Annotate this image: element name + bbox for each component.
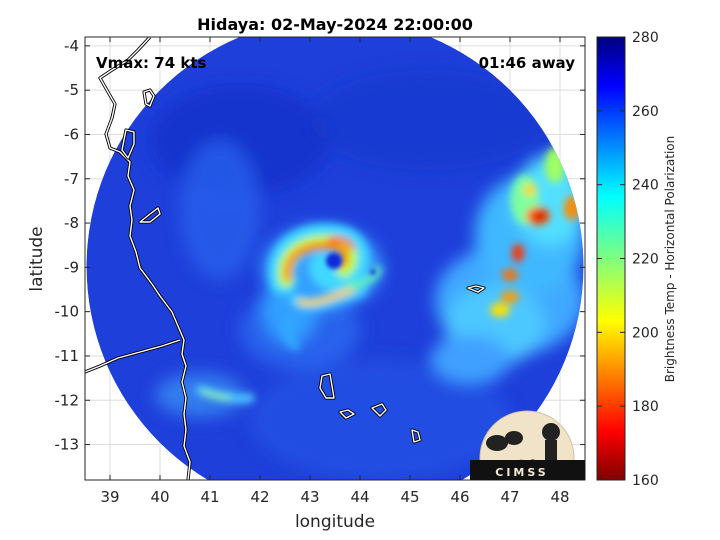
x-tick-label: 47 — [500, 488, 519, 506]
mainland-coast — [99, 37, 191, 480]
x-tick-label: 46 — [450, 488, 469, 506]
x-tick-label: 40 — [150, 488, 169, 506]
x-tick-label: 43 — [300, 488, 319, 506]
y-tick-label: -13 — [55, 436, 80, 454]
y-tick-label: -12 — [55, 391, 80, 409]
y-tick-label: -8 — [64, 214, 79, 232]
y-tick-label: -4 — [64, 37, 79, 55]
colorbar-tick-label: 280 — [632, 30, 659, 46]
colorbar-tick-label: 260 — [632, 104, 659, 120]
microwave-swath — [86, 37, 584, 480]
y-axis-ticks: -4 -5 -6 -7 -8 -9 -10 -11 -12 -13 — [55, 37, 585, 454]
colorbar-tick-label: 240 — [632, 178, 659, 194]
island-mafia — [139, 207, 161, 223]
colorbar-tick-label: 180 — [632, 399, 659, 415]
x-tick-label: 42 — [250, 488, 269, 506]
colorbar-tick-label: 220 — [632, 252, 659, 268]
colorbar-tick-label: 160 — [632, 473, 659, 489]
island-moheli — [339, 409, 355, 419]
island-grande-comore — [319, 373, 335, 399]
island-aldabra — [467, 285, 485, 293]
x-axis-ticks: 39 40 41 42 43 44 45 46 47 48 — [100, 37, 570, 506]
x-tick-label: 48 — [550, 488, 569, 506]
colorbar-tick-label: 200 — [632, 325, 659, 341]
x-tick-label: 44 — [350, 488, 369, 506]
island-pemba — [143, 89, 155, 107]
chart-title: Hidaya: 02-May-2024 22:00:00 — [197, 15, 473, 34]
island-zanzibar — [121, 129, 135, 159]
border-line — [85, 339, 181, 373]
island-mayotte — [411, 429, 421, 443]
colorbar-ticks: 160 180 200 220 240 260 280 — [597, 30, 659, 489]
cimss-logo: CIMSS — [470, 410, 585, 480]
colorbar-label: Brightness Temp - Horizontal Polarizatio… — [663, 136, 677, 383]
time-offset-annotation: 01:46 away — [479, 54, 576, 72]
y-tick-label: -9 — [64, 258, 79, 276]
coastline — [85, 37, 486, 480]
axes-box — [84, 36, 586, 481]
y-tick-label: -11 — [55, 347, 80, 365]
y-tick-label: -10 — [55, 303, 80, 321]
y-axis-label: latitude — [27, 226, 47, 291]
storm-eye — [326, 253, 342, 269]
y-tick-label: -6 — [64, 125, 79, 143]
x-tick-label: 39 — [100, 488, 119, 506]
x-tick-label: 45 — [400, 488, 419, 506]
y-tick-label: -7 — [64, 170, 79, 188]
logo-text: CIMSS — [495, 466, 548, 479]
vmax-annotation: Vmax: 74 kts — [96, 54, 206, 72]
x-axis-label: longitude — [295, 512, 375, 532]
x-tick-label: 41 — [200, 488, 219, 506]
island-anjouan — [371, 403, 387, 417]
y-tick-label: -5 — [64, 81, 79, 99]
